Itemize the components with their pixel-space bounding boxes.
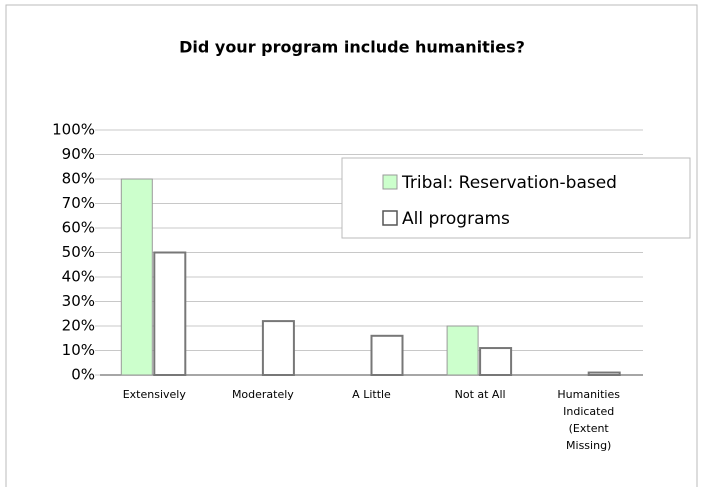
legend-label: Tribal: Reservation-based [401, 173, 617, 193]
x-tick-label: A Little [352, 388, 391, 401]
y-tick-label: 50% [62, 243, 95, 261]
y-tick-label: 100% [52, 121, 95, 139]
x-tick-label: Not at All [454, 388, 506, 401]
y-tick-label: 70% [62, 194, 95, 212]
x-tick-label: Extensively [122, 388, 186, 401]
bar [370, 334, 404, 376]
chart-title: Did your program include humanities? [179, 38, 525, 57]
y-tick-label: 20% [62, 317, 95, 335]
y-tick-label: 30% [62, 292, 95, 310]
y-tick-label: 90% [62, 145, 95, 163]
legend-label: All programs [402, 209, 510, 229]
bar [446, 325, 479, 376]
legend-box [341, 157, 691, 239]
legend-swatch [382, 174, 398, 190]
x-tick-label: Moderately [231, 388, 294, 401]
y-tick-label: 0% [71, 366, 95, 384]
x-tick-label: Humanities Indicated (Extent Missing) [557, 388, 620, 452]
bar [153, 251, 187, 376]
y-tick-label: 40% [62, 268, 95, 286]
y-tick-label: 60% [62, 219, 95, 237]
bar [261, 320, 295, 377]
bar [587, 371, 621, 376]
bar [120, 178, 153, 376]
y-tick-label: 10% [62, 341, 95, 359]
bar [479, 347, 513, 376]
legend-swatch [382, 210, 398, 226]
y-tick-label: 80% [62, 170, 95, 188]
